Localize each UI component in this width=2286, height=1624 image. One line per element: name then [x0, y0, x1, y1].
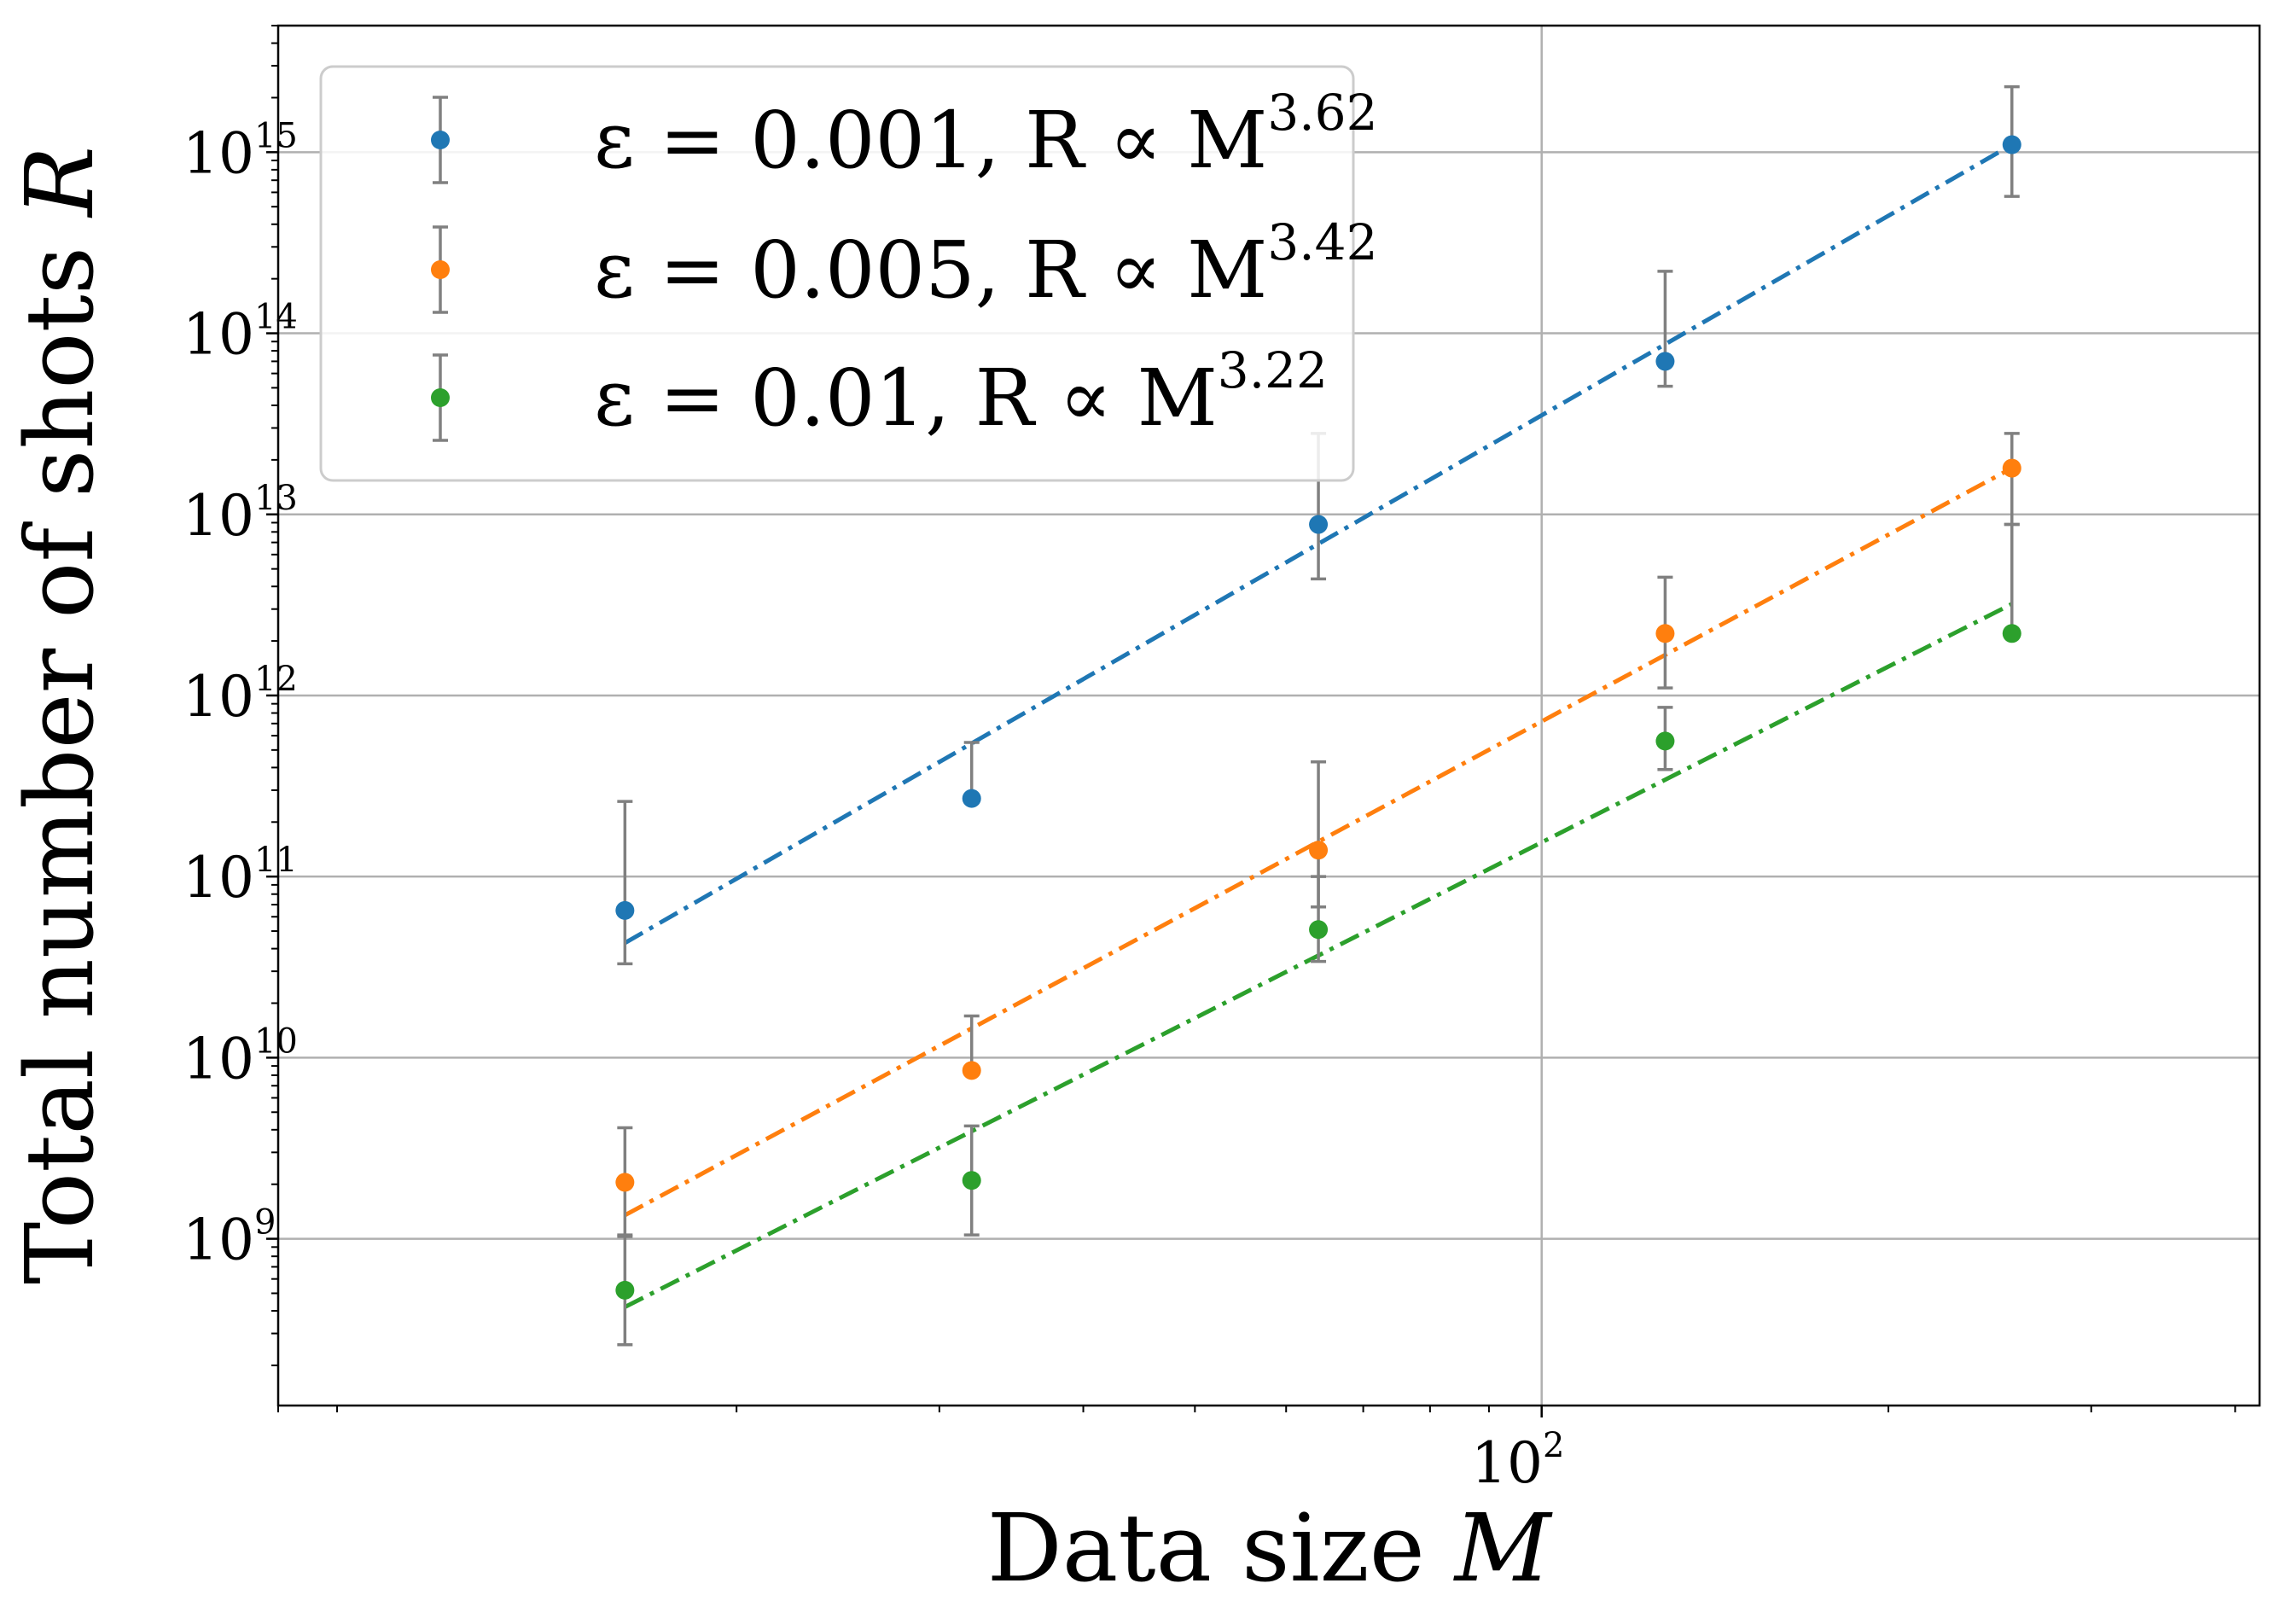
data-point-series-1 — [615, 900, 635, 920]
y-tick-label: 1011 — [183, 841, 298, 911]
data-point-series-2 — [962, 1061, 981, 1080]
data-point-series-1 — [962, 789, 981, 808]
y-tick-label: 1010 — [183, 1022, 298, 1091]
data-point-series-2 — [615, 1173, 635, 1192]
legend-label-series-1: ε = 0.001, R ∝ M3.62 — [594, 84, 1377, 186]
y-tick-label-exponent: 12 — [254, 660, 298, 699]
legend-marker-series-1 — [431, 131, 450, 149]
legend-box — [319, 65, 1355, 482]
data-point-series-3 — [962, 1171, 981, 1190]
data-point-series-1 — [2002, 135, 2021, 154]
y-tick-label-exponent: 15 — [254, 116, 298, 155]
legend-marker-series-2 — [431, 260, 450, 279]
data-point-series-3 — [615, 1280, 635, 1300]
y-tick-label: 109 — [183, 1203, 276, 1273]
y-tick-label: 1012 — [183, 660, 298, 730]
x-axis-ticks: 102 — [277, 1406, 2237, 1496]
y-tick-label-exponent: 11 — [254, 841, 298, 880]
data-point-series-2 — [1655, 624, 1675, 643]
y-axis-title: Total number of shots R — [5, 146, 114, 1284]
y-tick-label-exponent: 14 — [254, 298, 298, 337]
legend-label-exponent: 3.42 — [1267, 213, 1377, 271]
legend-marker-series-3 — [431, 388, 450, 407]
data-point-series-3 — [2002, 624, 2021, 643]
y-tick-label-base: 10 — [183, 664, 254, 730]
fit-line-series-2 — [624, 466, 2013, 1218]
plot-frame — [276, 24, 2261, 1407]
x-tick-label-base: 10 — [1471, 1430, 1543, 1496]
legend-label-series-2: ε = 0.005, R ∝ M3.42 — [594, 213, 1377, 316]
data-point-series-1 — [1309, 515, 1329, 534]
legend-label-text: ε = 0.005, R ∝ M — [594, 224, 1267, 316]
data-point-series-3 — [1655, 731, 1675, 751]
y-tick-label-base: 10 — [183, 845, 254, 911]
data-point-series-2 — [1309, 841, 1329, 860]
y-tick-label-base: 10 — [183, 1208, 254, 1273]
legend-label-exponent: 3.62 — [1267, 84, 1377, 142]
y-tick-label-base: 10 — [183, 120, 254, 186]
data-points — [615, 135, 2021, 1300]
legend-label-series-3: ε = 0.01, R ∝ M3.22 — [594, 341, 1328, 444]
x-tick-label: 102 — [1471, 1426, 1564, 1496]
error-bars — [617, 84, 2020, 1347]
legend-label-text: ε = 0.01, R ∝ M — [594, 352, 1218, 444]
y-tick-label-base: 10 — [183, 302, 254, 368]
legend-label-text: ε = 0.001, R ∝ M — [594, 95, 1267, 186]
legend: ε = 0.001, R ∝ M3.62 ε = 0.005, R ∝ M3.42… — [319, 65, 1377, 482]
y-tick-label-base: 10 — [183, 483, 254, 549]
fit-line-series-1 — [624, 143, 2014, 946]
y-tick-label-exponent: 10 — [254, 1022, 298, 1061]
data-point-series-2 — [2002, 458, 2021, 478]
data-point-series-1 — [1655, 352, 1675, 371]
y-tick-label: 1014 — [183, 298, 298, 368]
y-tick-label-exponent: 13 — [254, 479, 298, 518]
y-tick-label: 1013 — [183, 479, 298, 549]
y-tick-label: 1015 — [183, 116, 298, 186]
y-tick-label-base: 10 — [183, 1026, 254, 1091]
x-tick-label-exponent: 2 — [1543, 1426, 1564, 1465]
legend-label-exponent: 3.22 — [1218, 341, 1328, 399]
x-axis-title: Data size M — [987, 1493, 1553, 1603]
data-point-series-3 — [1309, 920, 1329, 940]
y-tick-label-exponent: 9 — [254, 1203, 276, 1243]
